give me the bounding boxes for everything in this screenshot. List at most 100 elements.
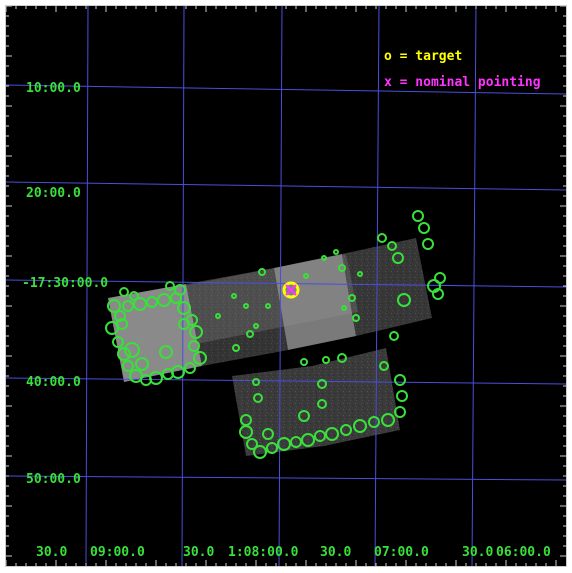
- source-circle: [387, 241, 397, 251]
- source-circle: [215, 313, 221, 319]
- source-circle: [135, 357, 149, 371]
- source-circle: [379, 361, 389, 371]
- source-circle: [317, 379, 327, 389]
- source-circle: [178, 318, 190, 330]
- chip-lower-left: [232, 366, 324, 456]
- ra-label-0: 30.0: [36, 545, 68, 560]
- source-circle: [298, 410, 310, 422]
- source-circle: [277, 437, 291, 451]
- source-circle: [165, 281, 175, 291]
- sky-image: [6, 6, 566, 566]
- source-circle: [397, 293, 411, 307]
- source-circle: [159, 345, 173, 359]
- dec-label-20: 20:00.0: [26, 186, 81, 201]
- source-circle: [232, 344, 240, 352]
- source-circle: [246, 330, 254, 338]
- ra-label-7: 06:00.0: [496, 545, 551, 560]
- source-circle: [357, 271, 363, 277]
- source-circle: [231, 293, 237, 299]
- source-circle: [119, 287, 129, 297]
- source-circle: [188, 340, 200, 352]
- source-circle: [381, 413, 395, 427]
- source-circle: [333, 249, 339, 255]
- source-circle: [114, 310, 126, 322]
- source-circle: [112, 336, 124, 348]
- dec-label-30: -17:30:00.0: [22, 276, 109, 291]
- source-circle: [396, 390, 408, 402]
- source-circle: [129, 291, 139, 301]
- source-circle: [300, 358, 308, 366]
- source-circle: [157, 293, 171, 307]
- target-marker: [282, 281, 300, 299]
- source-circle: [122, 360, 134, 372]
- source-circle: [341, 305, 347, 311]
- source-circle: [265, 303, 271, 309]
- source-circle: [418, 222, 430, 234]
- source-circle: [368, 416, 380, 428]
- source-circle: [189, 325, 203, 339]
- chip-upper-3: [274, 254, 356, 350]
- source-circle: [321, 255, 327, 261]
- ra-label-5: 07:00.0: [374, 545, 429, 560]
- ra-label-6: 30.0: [462, 545, 494, 560]
- source-circle: [122, 300, 134, 312]
- source-circle: [116, 318, 128, 330]
- legend-nominal: x = nominal pointing: [384, 75, 541, 90]
- source-circle: [240, 414, 252, 426]
- source-circle: [107, 299, 121, 313]
- source-circle: [340, 424, 352, 436]
- source-circle: [432, 288, 444, 300]
- source-circle: [353, 419, 367, 433]
- source-circle: [303, 273, 309, 279]
- source-circle: [290, 436, 302, 448]
- ra-label-1: 09:00.0: [90, 545, 145, 560]
- source-circle: [117, 347, 131, 361]
- legend-target: o = target: [384, 49, 463, 64]
- edge-ticks: [6, 6, 566, 566]
- source-circle: [149, 371, 163, 385]
- detected-sources: [105, 210, 446, 459]
- source-circle: [253, 323, 259, 329]
- source-circle: [193, 351, 207, 365]
- source-circle: [412, 210, 424, 222]
- dec-label-10: 10:00.0: [26, 81, 81, 96]
- ra-label-4: 30.0: [320, 545, 352, 560]
- source-circle: [389, 331, 399, 341]
- source-circle: [252, 378, 260, 386]
- source-circle: [184, 362, 196, 374]
- chip-upper-5: [182, 254, 358, 344]
- source-circle: [394, 406, 406, 418]
- source-circle: [124, 342, 140, 358]
- source-circle: [348, 294, 356, 302]
- source-circle: [394, 374, 406, 386]
- source-circle: [258, 268, 266, 276]
- source-circle: [338, 264, 346, 272]
- source-circle: [253, 393, 263, 403]
- source-circle: [266, 442, 278, 454]
- source-circle: [177, 301, 191, 315]
- source-circle: [171, 365, 185, 379]
- source-circle: [325, 427, 339, 441]
- dec-label-40: 40:00.0: [26, 375, 81, 390]
- source-circle: [262, 428, 274, 440]
- source-circle: [301, 433, 315, 447]
- source-circle: [246, 438, 258, 450]
- source-circle: [352, 314, 360, 322]
- source-circle: [434, 272, 446, 284]
- source-circle: [243, 303, 249, 309]
- source-circle: [133, 297, 147, 311]
- source-circle: [174, 284, 186, 296]
- source-circle: [422, 238, 434, 250]
- chip-upper-4: [342, 238, 432, 336]
- source-circle: [317, 399, 327, 409]
- source-circle: [377, 233, 387, 243]
- dec-label-50: 50:00.0: [26, 472, 81, 487]
- source-circle: [253, 445, 267, 459]
- ra-label-3: 1:08:00.0: [228, 545, 299, 560]
- nominal-pointing-marker: [285, 284, 297, 296]
- source-circle: [337, 353, 347, 363]
- source-circle: [322, 356, 330, 364]
- chip-upper-2: [186, 268, 288, 366]
- source-circle: [392, 252, 404, 264]
- sky-image-panel: o = target x = nominal pointing 10:00.0 …: [5, 5, 567, 567]
